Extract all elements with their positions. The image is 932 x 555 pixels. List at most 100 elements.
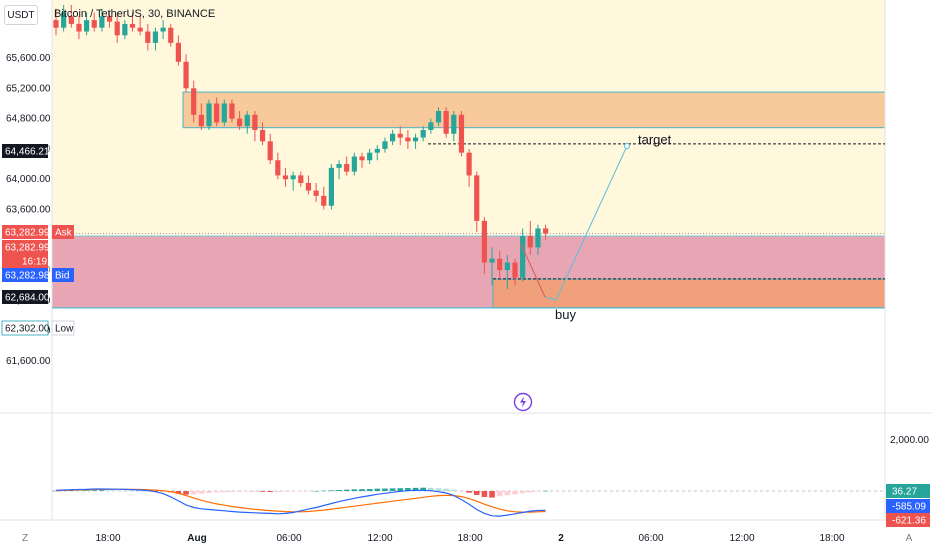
time-tick-label: 2: [558, 533, 564, 544]
candle-body: [412, 137, 419, 142]
candle-body: [91, 20, 97, 28]
macd-histogram-bar: [382, 488, 388, 491]
macd-histogram-bar: [190, 491, 197, 495]
candle-body: [168, 27, 174, 43]
symbol-title: Bitcoin / TetherUS, 30, BINANCE: [54, 8, 216, 20]
macd-histogram-bar: [206, 491, 212, 493]
time-tick-label: 06:00: [276, 533, 301, 544]
macd-histogram-bar: [175, 491, 182, 494]
macd-histogram-bar: [351, 489, 358, 491]
candle-body: [489, 258, 495, 263]
candle-body: [481, 220, 487, 263]
candle-body: [504, 262, 510, 271]
candle-body: [305, 182, 312, 191]
macd-histogram-bar: [229, 491, 235, 492]
auto-scale-button[interactable]: A: [905, 532, 913, 544]
price-badge-tag: [52, 225, 74, 239]
macd-histogram-bar: [343, 489, 350, 491]
macd-histogram-bar: [466, 491, 472, 493]
price-badge-low: [1, 320, 49, 336]
macd-histogram-bar: [451, 489, 457, 491]
candle-body: [451, 114, 457, 134]
time-tick-label: Aug: [187, 533, 206, 544]
macd-histogram-bar: [405, 488, 411, 491]
candle-body: [474, 175, 480, 221]
candle-body: [290, 175, 296, 180]
resistance-zone: [182, 91, 886, 129]
price-badge-value: 62,302.00: [5, 324, 50, 335]
candle-body: [543, 228, 549, 234]
price-badge-value: 63,282.98: [5, 271, 50, 282]
macd-histogram-bar: [53, 490, 59, 492]
macd-histogram-bar: [137, 490, 143, 492]
candle-body: [328, 167, 334, 206]
macd-histogram-bar: [106, 490, 113, 491]
time-tick-label: 18:00: [819, 533, 844, 544]
macd-histogram-bar: [428, 487, 434, 491]
macd-histogram-bar: [336, 490, 342, 491]
replay-flash-icon[interactable]: [513, 392, 533, 412]
macd-histogram-bar: [198, 491, 205, 494]
price-badge-dark: [2, 144, 48, 158]
candle-body: [275, 160, 281, 176]
macd-histogram-bar: [145, 490, 151, 492]
price-tick-label: 63,600.00: [6, 205, 51, 216]
candle-body: [282, 175, 289, 180]
price-badge-tag: [51, 320, 75, 336]
price-badge-bid: [2, 268, 48, 282]
price-badge-value: 63,282.99: [5, 243, 50, 254]
macd-histogram-bar: [213, 491, 220, 493]
projection-target-point: [624, 143, 630, 149]
price-badge-tag-label: Bid: [55, 271, 69, 282]
time-tick-label: 18:00: [457, 533, 482, 544]
macd-histogram-bar: [489, 491, 495, 498]
macd-value-label: -585.09: [892, 502, 926, 513]
macd-histogram-bar: [473, 491, 480, 495]
macd-histogram-bar: [290, 491, 296, 492]
candle-body: [359, 156, 365, 161]
macd-histogram-bar: [236, 491, 243, 492]
price-badge-value: 62,684.00: [5, 293, 50, 304]
candle-body: [336, 164, 342, 168]
candle-body: [443, 111, 449, 134]
candle-body: [206, 103, 212, 127]
macd-histogram-bar: [114, 490, 120, 492]
candle-body: [152, 31, 159, 43]
candle-body: [237, 118, 243, 127]
candle-body: [458, 114, 465, 153]
time-tick-label: 12:00: [729, 533, 754, 544]
candle-body: [466, 152, 472, 176]
macd-histogram-bar: [122, 490, 128, 492]
price-tick-label: 64,000.00: [6, 174, 51, 185]
macd-histogram-bar: [412, 487, 419, 491]
macd-histogram-bar: [458, 491, 465, 492]
candle-body: [390, 133, 396, 142]
candle-body: [214, 103, 220, 123]
candle-body: [99, 16, 105, 28]
currency-button[interactable]: USDT: [4, 5, 38, 25]
macd-histogram-bar: [496, 491, 503, 497]
macd-histogram-bar: [519, 491, 526, 494]
candle-body: [191, 88, 197, 115]
macd-histogram-bar: [129, 490, 136, 492]
macd-histogram-bar: [504, 491, 511, 496]
timezone-button[interactable]: Z: [21, 532, 29, 544]
price-tick-label: 65,600.00: [6, 53, 51, 64]
price-tick-label: 65,200.00: [6, 83, 51, 94]
macd-histogram-bar: [259, 491, 266, 492]
candle-body: [428, 122, 434, 130]
candle-body: [129, 23, 136, 28]
price-badge-ask: [2, 225, 48, 239]
candle-body: [344, 164, 350, 172]
candle-body: [53, 20, 59, 28]
macd-histogram-bar: [91, 490, 98, 491]
candle-body: [420, 129, 426, 138]
macd-histogram-bar: [313, 491, 319, 492]
macd-histogram-bar: [512, 491, 518, 495]
macd-histogram-bar: [275, 491, 281, 492]
macd-histogram-bar: [83, 490, 90, 491]
price-badge-countdown: [2, 254, 48, 268]
macd-histogram-bar: [535, 491, 541, 492]
